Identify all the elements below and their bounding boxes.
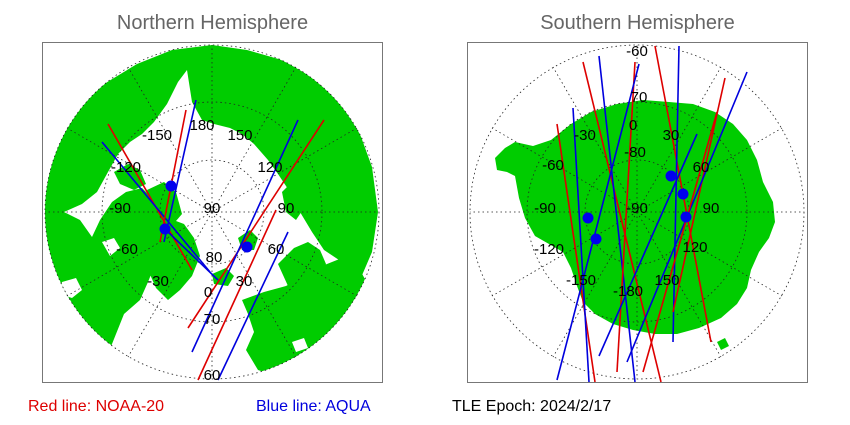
- lon-label: -150: [142, 127, 172, 144]
- lon-label: 30: [663, 127, 680, 144]
- lon-label: -150: [566, 272, 596, 289]
- aqua-track: [217, 231, 289, 381]
- lon-label: -120: [111, 159, 141, 176]
- lat-label: 70: [631, 89, 648, 106]
- noaa20-track: [616, 61, 636, 373]
- legend-aqua: Blue line: AQUA: [256, 398, 371, 415]
- lon-label: -60: [116, 241, 138, 258]
- satellite-position-marker: [590, 233, 602, 245]
- satellite-position-marker: [582, 212, 594, 224]
- tle-epoch: TLE Epoch: 2024/2/17: [452, 398, 612, 415]
- lon-label: -90: [534, 200, 556, 217]
- lat-label: 70: [204, 311, 221, 328]
- legend-noaa20: Red line: NOAA-20: [28, 398, 165, 415]
- lon-label: 120: [257, 159, 282, 176]
- south-land: [495, 100, 775, 350]
- aqua-track: [672, 45, 680, 343]
- satellite-position-marker: [241, 241, 253, 253]
- north-satellites: [159, 180, 253, 253]
- lon-label: 150: [227, 127, 252, 144]
- lon-label: 60: [268, 241, 285, 258]
- aqua-track: [101, 141, 211, 273]
- noaa20-track: [556, 123, 596, 383]
- south-title: Southern Hemisphere: [540, 12, 735, 34]
- north-labels: -150 180 150 -120 120 -90 90 90 -60 60 -…: [109, 117, 294, 383]
- lon-label: 150: [654, 272, 679, 289]
- noaa20-track: [187, 119, 325, 329]
- lon-label: 120: [682, 239, 707, 256]
- aqua-track: [556, 63, 640, 381]
- lat-label: -80: [624, 144, 646, 161]
- noaa20-track: [642, 111, 718, 373]
- noaa20-track: [582, 61, 662, 383]
- lon-label: -30: [574, 127, 596, 144]
- aqua-track: [572, 107, 590, 383]
- lon-label: 30: [236, 273, 253, 290]
- lon-label: -90: [109, 200, 131, 217]
- north-tracks: [101, 99, 325, 381]
- lon-label: 0: [629, 117, 637, 134]
- lat-label: 60: [204, 367, 221, 383]
- aqua-track: [598, 55, 636, 383]
- aqua-track: [598, 133, 698, 357]
- lon-label: -60: [542, 157, 564, 174]
- lon-label: -30: [147, 273, 169, 290]
- lat-label-pole: 90: [204, 200, 221, 217]
- lon-label: -180: [613, 283, 643, 300]
- satellite-position-marker: [159, 223, 171, 235]
- south-tracks: [556, 45, 748, 383]
- lon-label: 60: [693, 159, 710, 176]
- lon-label: 0: [204, 284, 212, 301]
- south-labels: -30 0 30 -60 60 -90 -90 90 -120 120 -150…: [534, 43, 719, 300]
- lon-label: -120: [534, 241, 564, 258]
- lon-label: 180: [189, 117, 214, 134]
- lon-label: 90: [278, 200, 295, 217]
- satellite-position-marker: [665, 170, 677, 182]
- south-satellites: [582, 170, 692, 245]
- satellite-position-marker: [680, 211, 692, 223]
- north-title: Northern Hemisphere: [116, 12, 309, 34]
- north-map: -150 180 150 -120 120 -90 90 90 -60 60 -…: [42, 42, 383, 383]
- lon-label: 90: [703, 200, 720, 217]
- satellite-position-marker: [165, 180, 177, 192]
- aqua-track: [165, 229, 219, 281]
- noaa20-track: [159, 109, 187, 243]
- aqua-track: [191, 119, 299, 353]
- lat-label-pole: -90: [626, 200, 648, 217]
- aqua-track: [163, 99, 197, 243]
- lat-label: 80: [206, 249, 223, 266]
- noaa20-track: [107, 123, 193, 271]
- noaa20-track: [197, 209, 277, 381]
- lat-label: -60: [626, 43, 648, 60]
- south-map: -30 0 30 -60 60 -90 -90 90 -120 120 -150…: [467, 42, 808, 383]
- satellite-position-marker: [677, 188, 689, 200]
